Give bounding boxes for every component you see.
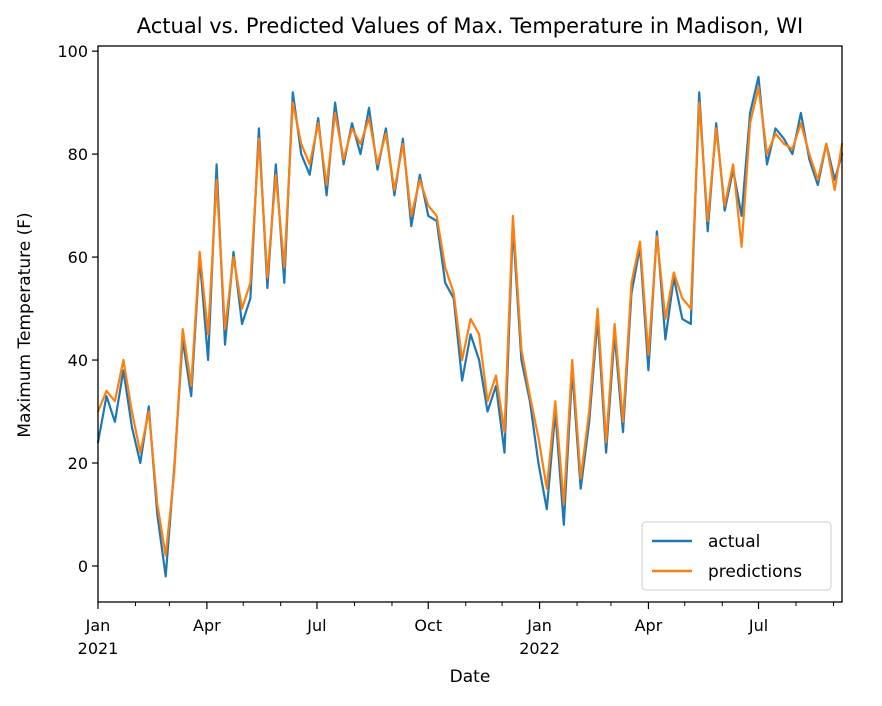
legend-label-actual: actual: [708, 532, 760, 552]
y-tick-label: 80: [68, 145, 88, 164]
x-tick-label: Jul: [748, 616, 768, 635]
x-tick-year-label: 2021: [78, 639, 119, 658]
legend: actual predictions: [641, 521, 832, 591]
x-tick-label: Jan: [85, 616, 111, 635]
y-tick-label: 40: [68, 351, 88, 370]
legend-label-predictions: predictions: [708, 562, 802, 582]
series-layer: [96, 75, 844, 578]
x-tick-label: Jul: [306, 616, 326, 635]
y-tick-label: 20: [68, 454, 88, 473]
series-line-predictions: [96, 86, 844, 557]
x-tick-year-label: 2022: [519, 639, 560, 658]
x-axis-label: Date: [450, 667, 491, 687]
legend-box: [641, 521, 832, 591]
y-axis: 0 20 40 60 80 100: [57, 42, 98, 576]
x-tick-label: Apr: [193, 616, 221, 635]
y-axis-label: Maximum Temperature (F): [15, 212, 35, 437]
y-tick-label: 60: [68, 248, 88, 267]
y-tick-label: 0: [78, 557, 88, 576]
chart-title: Actual vs. Predicted Values of Max. Temp…: [137, 14, 803, 38]
x-tick-label: Oct: [414, 616, 442, 635]
x-axis: Jan 2021 Apr Jul Oct Jan 2022 Apr Jul: [78, 602, 835, 658]
x-tick-label: Apr: [635, 616, 663, 635]
plot-area: [96, 45, 844, 603]
y-tick-label: 100: [57, 42, 88, 61]
x-tick-label: Jan: [526, 616, 552, 635]
plot-frame: [97, 45, 843, 603]
